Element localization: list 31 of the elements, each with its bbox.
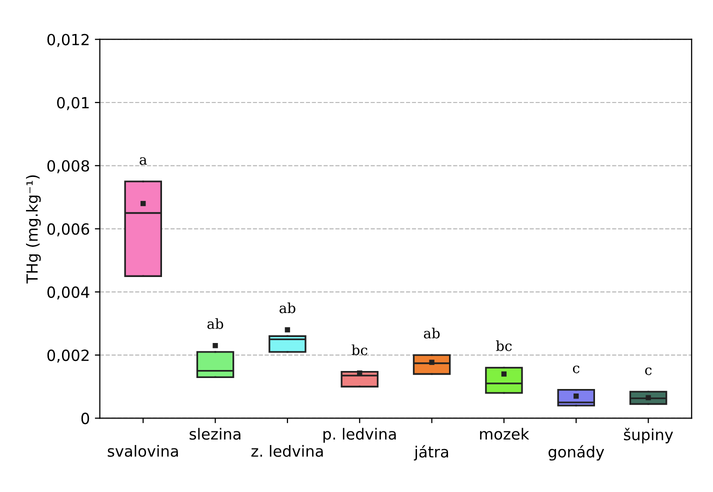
y-axis-title: THg (mg.kg⁻¹) (26, 175, 41, 284)
x-tick-label: slezina (190, 428, 240, 440)
y-tick-label: 0,004 (47, 286, 90, 300)
x-tick-label: z. ledvina (251, 445, 323, 457)
annotation: ab (280, 302, 296, 314)
point (212, 342, 218, 348)
x-tick-label: svalovina (108, 445, 178, 457)
y-tick-label: 0 (81, 412, 90, 424)
point (646, 395, 651, 400)
annotation: c (645, 367, 652, 376)
x-tick-label: mozek (480, 428, 530, 440)
y-tick-label: 0,008 (47, 160, 90, 174)
annotation: ab (424, 328, 440, 338)
annotation: ab (207, 318, 224, 330)
x-tick-label: p. ledvina (323, 428, 396, 443)
point (429, 360, 434, 365)
point (501, 371, 507, 377)
x-tick-label: játra (414, 445, 448, 461)
point (574, 394, 579, 399)
annotation: bc (352, 344, 368, 356)
point (140, 200, 146, 206)
point (284, 327, 290, 332)
annotation: bc (496, 340, 512, 352)
annotation: a (140, 157, 147, 165)
y-tick-label: 0,012 (47, 34, 89, 47)
y-tick-label: 0,002 (47, 350, 89, 363)
annotation: c (572, 366, 580, 374)
y-tick-label: 0,01 (57, 96, 89, 110)
y-tick-label: 0,006 (47, 223, 90, 236)
x-tick-label: šupiny (624, 428, 674, 444)
x-tick-label: gonády (548, 445, 604, 461)
